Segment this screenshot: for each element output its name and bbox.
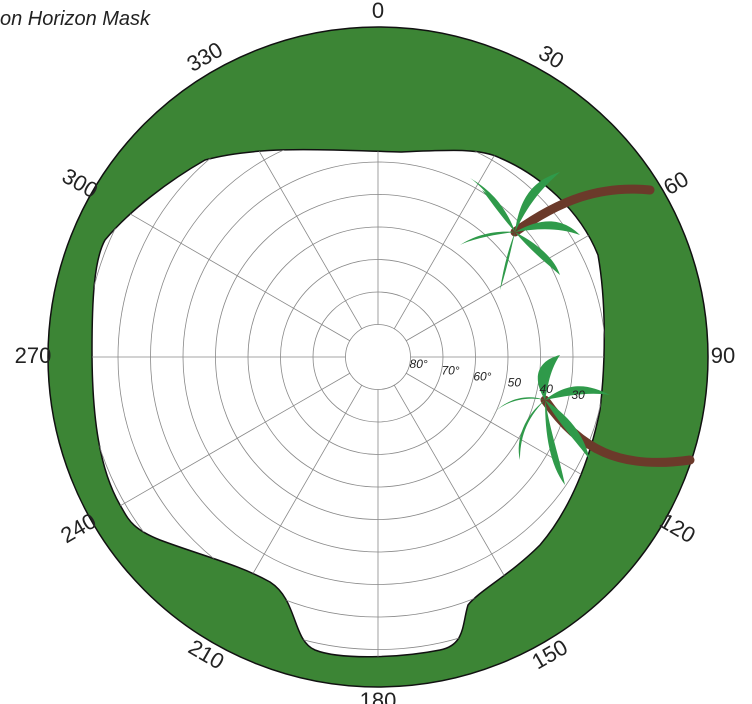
- azimuth-label: 270: [15, 343, 52, 368]
- elevation-label: 50: [508, 376, 522, 390]
- horizon-mask-diagram: on Horizon Mask 030609012015018021024027…: [0, 0, 752, 704]
- chart-title: on Horizon Mask: [0, 8, 151, 30]
- elevation-label: 40: [540, 382, 554, 396]
- elevation-label: 60°: [473, 369, 491, 383]
- azimuth-label: 180: [360, 688, 397, 704]
- elevation-label: 70°: [441, 363, 459, 377]
- elevation-label: 30: [571, 388, 585, 402]
- azimuth-label: 90: [711, 343, 735, 368]
- elevation-label: 80°: [410, 357, 428, 371]
- azimuth-label: 0: [372, 0, 384, 23]
